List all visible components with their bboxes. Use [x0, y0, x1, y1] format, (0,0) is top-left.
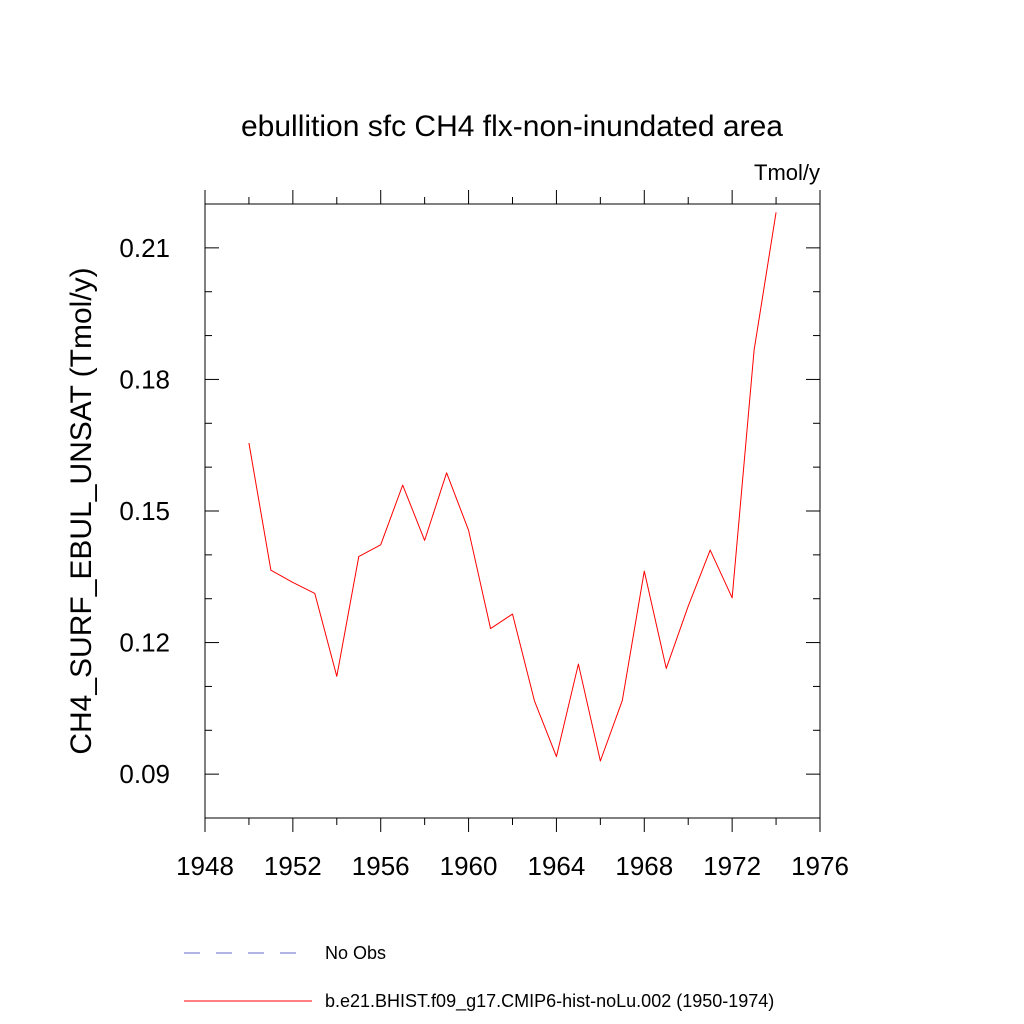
axis-ticks	[204, 190, 821, 832]
y-tick-label: 0.12	[119, 628, 170, 658]
chart-title: ebullition sfc CH4 flx-non-inundated are…	[241, 110, 783, 143]
x-tick-labels: 1948 1952 1956 1960 1964 1968 1972 1976	[176, 851, 849, 881]
x-tick-label: 1952	[264, 851, 322, 881]
units-label: Tmol/y	[754, 160, 820, 185]
plot-frame	[204, 203, 821, 819]
legend: No Obs b.e21.BHIST.f09_g17.CMIP6-hist-no…	[184, 943, 774, 1012]
legend-label-no-obs: No Obs	[325, 943, 386, 963]
x-tick-label: 1976	[791, 851, 849, 881]
y-tick-labels: 0.09 0.12 0.15 0.18 0.21	[119, 233, 170, 789]
x-tick-label: 1960	[440, 851, 498, 881]
x-tick-label: 1972	[703, 851, 761, 881]
y-tick-label: 0.21	[119, 233, 170, 263]
x-tick-label: 1956	[352, 851, 410, 881]
x-tick-label: 1964	[528, 851, 586, 881]
legend-label-series-1: b.e21.BHIST.f09_g17.CMIP6-hist-noLu.002 …	[325, 991, 774, 1012]
x-tick-label: 1948	[176, 851, 234, 881]
series-line-1	[248, 212, 777, 762]
series-layer	[248, 212, 777, 762]
y-tick-label: 0.09	[119, 759, 170, 789]
x-tick-label: 1968	[615, 851, 673, 881]
y-tick-label: 0.15	[119, 496, 170, 526]
y-tick-label: 0.18	[119, 364, 170, 394]
y-axis-label: CH4_SURF_EBUL_UNSAT (Tmol/y)	[65, 267, 98, 754]
